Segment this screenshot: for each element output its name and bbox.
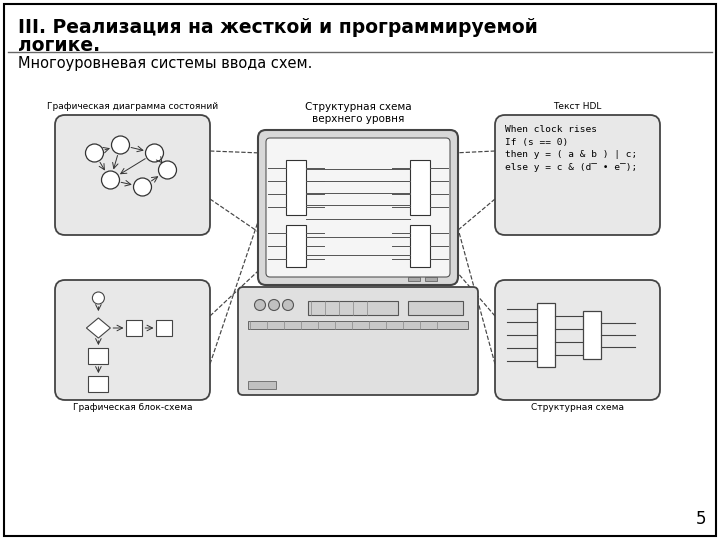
- Bar: [583, 311, 601, 359]
- Text: III. Реализация на жесткой и программируемой: III. Реализация на жесткой и программиру…: [18, 18, 538, 37]
- FancyBboxPatch shape: [266, 138, 450, 277]
- Text: Графическая блок-схема: Графическая блок-схема: [73, 403, 192, 412]
- Circle shape: [269, 300, 279, 310]
- Text: Структурная схема
верхнего уровня: Структурная схема верхнего уровня: [305, 103, 411, 124]
- Bar: [286, 160, 306, 215]
- Circle shape: [158, 161, 176, 179]
- Bar: [537, 303, 555, 367]
- Circle shape: [133, 178, 151, 196]
- Bar: [127, 320, 143, 336]
- Bar: [286, 225, 306, 267]
- Text: Текст HDL: Текст HDL: [553, 102, 602, 111]
- FancyBboxPatch shape: [495, 115, 660, 235]
- Bar: [308, 301, 398, 315]
- Circle shape: [112, 136, 130, 154]
- FancyBboxPatch shape: [55, 280, 210, 400]
- Circle shape: [86, 144, 104, 162]
- Circle shape: [145, 144, 163, 162]
- Circle shape: [282, 300, 294, 310]
- Text: Графическая диаграмма состояний: Графическая диаграмма состояний: [47, 102, 218, 111]
- Text: Структурная схема: Структурная схема: [531, 403, 624, 412]
- FancyBboxPatch shape: [258, 130, 458, 285]
- FancyBboxPatch shape: [55, 115, 210, 235]
- Bar: [408, 301, 463, 315]
- Text: 5: 5: [696, 510, 706, 528]
- Bar: [89, 376, 109, 392]
- Bar: [89, 348, 109, 364]
- FancyBboxPatch shape: [4, 4, 716, 536]
- Circle shape: [102, 171, 120, 189]
- Bar: [410, 160, 430, 215]
- Circle shape: [254, 300, 266, 310]
- Text: Многоуровневая системы ввода схем.: Многоуровневая системы ввода схем.: [18, 56, 312, 71]
- Text: логике.: логике.: [18, 36, 100, 55]
- Polygon shape: [86, 318, 110, 338]
- FancyBboxPatch shape: [495, 280, 660, 400]
- Bar: [410, 225, 430, 267]
- Bar: [156, 320, 172, 336]
- Bar: [248, 321, 468, 329]
- Bar: [248, 381, 276, 389]
- Circle shape: [92, 292, 104, 304]
- Bar: [408, 277, 420, 281]
- FancyBboxPatch shape: [238, 287, 478, 395]
- Text: When clock rises
If (s == 0)
then y = ( a & b ) | c;
else y = c & (d̅ • e̅);: When clock rises If (s == 0) then y = ( …: [505, 125, 637, 172]
- Bar: [425, 277, 437, 281]
